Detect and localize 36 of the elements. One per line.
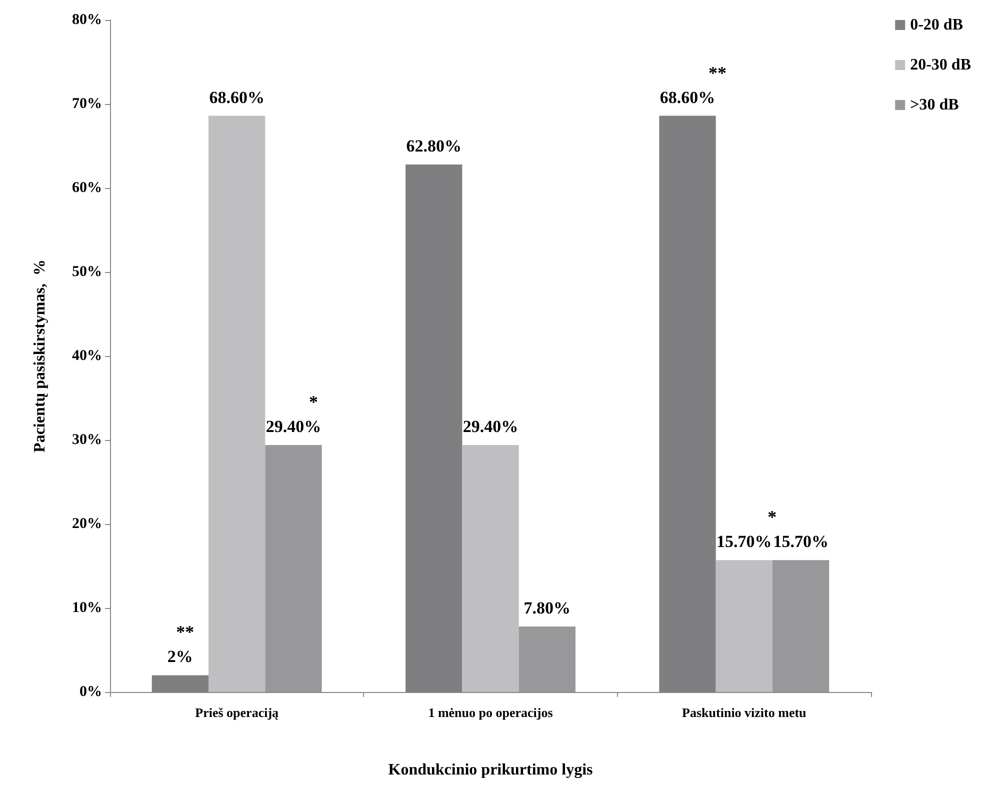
x-tick-label: Prieš operaciją bbox=[195, 705, 280, 720]
annotation: * bbox=[768, 507, 777, 528]
bar bbox=[716, 560, 772, 692]
bar bbox=[208, 116, 266, 692]
data-label: 15.70% bbox=[773, 532, 828, 552]
annotation: ** bbox=[176, 622, 194, 642]
legend-label: 0-20 dB bbox=[910, 16, 964, 34]
data-label: 29.40% bbox=[266, 417, 322, 436]
data-label: 2% bbox=[167, 647, 193, 666]
data-label: 15.70% bbox=[716, 532, 772, 552]
legend-label: >30 dB bbox=[910, 96, 960, 114]
y-tick-label: 40% bbox=[72, 348, 102, 364]
bar bbox=[462, 445, 519, 692]
y-tick-label: 10% bbox=[72, 600, 102, 616]
x-axis-title: Kondukcinio prikurtimo lygis bbox=[388, 762, 593, 778]
y-tick-label: 30% bbox=[72, 432, 102, 448]
bar bbox=[772, 560, 830, 692]
y-tick-label: 60% bbox=[72, 180, 102, 196]
x-tick-label: 1 mėnuo po operacijos bbox=[428, 705, 553, 720]
y-tick-label: 20% bbox=[72, 516, 102, 532]
data-label: 29.40% bbox=[462, 417, 518, 436]
data-label: 68.60% bbox=[209, 88, 264, 107]
annotation: * bbox=[308, 392, 318, 412]
data-label: 68.60% bbox=[660, 88, 716, 107]
x-tick-label: Paskutinio vizito metu bbox=[682, 705, 806, 720]
annotation: ** bbox=[708, 62, 727, 83]
y-tick-label: 50% bbox=[72, 264, 102, 280]
legend-label: 20-30 dB bbox=[910, 56, 972, 74]
y-axis-title: Pacientų pasiskirstymas, % bbox=[32, 260, 48, 452]
data-label: 7.80% bbox=[524, 598, 571, 618]
y-tick-label: 0% bbox=[80, 684, 102, 700]
bar bbox=[518, 626, 576, 692]
y-tick-label: 80% bbox=[72, 12, 102, 28]
y-tick-label: 70% bbox=[72, 96, 102, 112]
bar bbox=[265, 445, 322, 692]
data-label: 62.80% bbox=[406, 136, 462, 156]
